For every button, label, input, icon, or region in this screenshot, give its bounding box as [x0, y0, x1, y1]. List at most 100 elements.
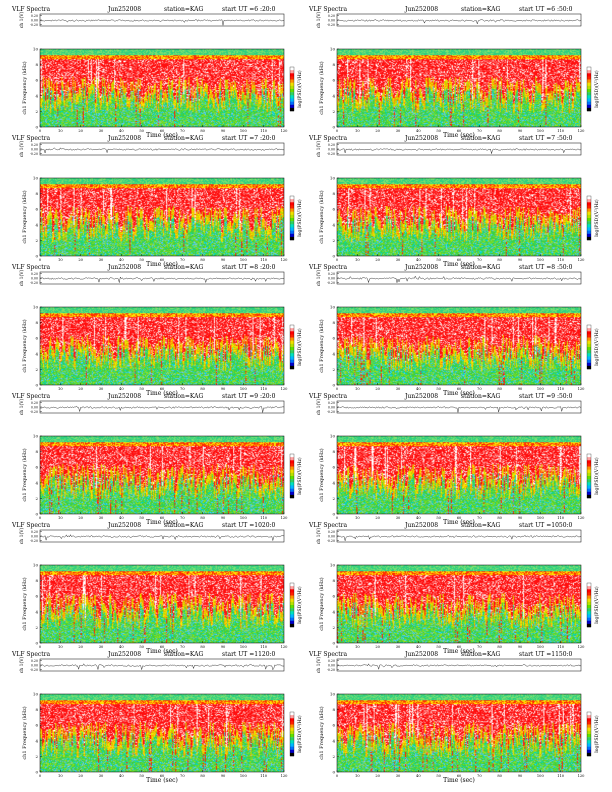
time-tick-label: 90	[518, 774, 523, 778]
colorbar-cell	[587, 595, 591, 599]
time-axis-label: Time (sec)	[146, 390, 178, 397]
time-tick-label: 90	[221, 516, 226, 520]
freq-tick-label: 0	[332, 641, 335, 646]
time-tick-label: 40	[119, 129, 124, 133]
time-tick-label: 10	[355, 645, 360, 649]
freq-tick-label: 2	[332, 754, 335, 759]
colorbar-cell	[587, 466, 591, 470]
colorbar-cell	[290, 605, 294, 609]
colorbar-cell	[587, 199, 591, 203]
time-tick-label: 30	[99, 645, 104, 649]
time-tick-label: 110	[557, 774, 565, 778]
time-tick-label: 60	[457, 774, 462, 778]
amplitude-trace	[336, 19, 582, 25]
freq-tick-label: 10	[330, 47, 336, 52]
freq-axis-label: ch1 Frequency (kHz)	[21, 706, 28, 759]
colorbar-cell	[290, 737, 294, 741]
spectrogram-image	[40, 565, 284, 643]
time-tick-label: 80	[200, 645, 205, 649]
colorbar-cell	[587, 233, 591, 238]
time-tick-label: 0	[39, 129, 42, 133]
colorbar-cell	[587, 82, 591, 87]
freq-tick-label: 4	[35, 93, 38, 98]
panel-title: VLF Spectra	[11, 135, 51, 142]
colorbar-cell	[587, 589, 591, 593]
time-tick-label: 60	[160, 129, 165, 133]
time-tick-label: 50	[436, 645, 441, 649]
freq-tick-label: 4	[35, 351, 38, 356]
time-tick-label: 0	[39, 258, 42, 262]
time-tick-label: 80	[497, 258, 502, 262]
colorbar-cell	[290, 70, 294, 74]
trace-ytick-label: 0.20	[31, 401, 38, 405]
time-tick-label: 10	[58, 516, 63, 520]
freq-tick-label: 8	[35, 578, 38, 583]
colorbar-cell	[587, 353, 591, 357]
freq-tick-label: 10	[330, 563, 336, 568]
trace-ytick-label: 0.00	[328, 19, 335, 23]
time-tick-label: 100	[240, 129, 248, 133]
freq-tick-label: 6	[35, 78, 38, 83]
colorbar-cell	[587, 325, 591, 329]
time-tick-label: 60	[160, 387, 165, 391]
panel-station: station=KAG	[461, 522, 500, 529]
freq-axis-label: ch1 Frequency (kHz)	[21, 577, 28, 630]
colorbar-cell	[587, 623, 591, 628]
colorbar-cell	[290, 479, 294, 483]
trace-ylabel: ch 1(V)	[315, 657, 322, 674]
time-tick-label: 0	[336, 258, 339, 262]
colorbar-cell	[587, 76, 591, 80]
panel-start-ut: start UT =9 :20:0	[222, 393, 276, 400]
spectrogram-panel: VLF Spectra Jun252008 station=KAG start UT …	[308, 522, 600, 655]
time-tick-label: 70	[477, 645, 482, 649]
panel-station: station=KAG	[461, 393, 500, 400]
time-tick-label: 10	[58, 129, 63, 133]
colorbar-cell	[587, 331, 591, 335]
time-tick-label: 0	[336, 516, 339, 520]
time-tick-label: 60	[457, 129, 462, 133]
colorbar-cell	[290, 494, 294, 499]
colorbar-cell	[290, 107, 294, 112]
time-axis-label: Time (sec)	[146, 648, 178, 655]
time-tick-label: 90	[518, 516, 523, 520]
freq-tick-label: 6	[35, 336, 38, 341]
colorbar-cell	[290, 365, 294, 370]
freq-tick-label: 8	[35, 320, 38, 325]
colorbar-cell	[290, 724, 294, 728]
time-tick-label: 70	[180, 129, 185, 133]
colorbar-cell	[290, 101, 294, 105]
freq-tick-label: 2	[35, 109, 38, 114]
time-tick-label: 30	[396, 129, 401, 133]
spectrogram-panel: VLF Spectra Jun252008 station=KAG start UT …	[308, 135, 600, 268]
colorbar-cell	[290, 614, 294, 618]
time-tick-label: 80	[497, 645, 502, 649]
trace-ytick-label: 0.00	[31, 19, 38, 23]
time-tick-label: 50	[139, 645, 144, 649]
colorbar-cell	[587, 472, 591, 477]
time-tick-label: 110	[557, 645, 565, 649]
time-tick-label: 30	[99, 258, 104, 262]
freq-tick-label: 2	[332, 367, 335, 372]
time-tick-label: 30	[396, 387, 401, 391]
freq-tick-label: 8	[35, 191, 38, 196]
colorbar-cell	[587, 89, 591, 93]
time-tick-label: 110	[557, 387, 565, 391]
spectrogram-panel: VLF Spectra Jun252008 station=KAG start UT …	[308, 651, 600, 784]
trace-ytick-label: -0.20	[30, 410, 38, 414]
colorbar-cell	[587, 488, 591, 492]
time-tick-label: 50	[139, 387, 144, 391]
time-tick-label: 30	[99, 774, 104, 778]
freq-tick-label: 10	[33, 692, 39, 697]
freq-axis-label: ch1 Frequency (kHz)	[21, 448, 28, 501]
time-tick-label: 40	[416, 258, 421, 262]
time-tick-label: 60	[160, 258, 165, 262]
panel-station: station=KAG	[461, 135, 500, 142]
colorbar-cell	[587, 362, 591, 367]
freq-tick-label: 2	[35, 754, 38, 759]
time-tick-label: 110	[260, 258, 268, 262]
time-tick-label: 120	[578, 645, 586, 649]
time-tick-label: 90	[221, 387, 226, 391]
panel-date: Jun252008	[404, 651, 438, 658]
colorbar-cell	[587, 227, 591, 231]
colorbar-cell	[290, 586, 294, 590]
